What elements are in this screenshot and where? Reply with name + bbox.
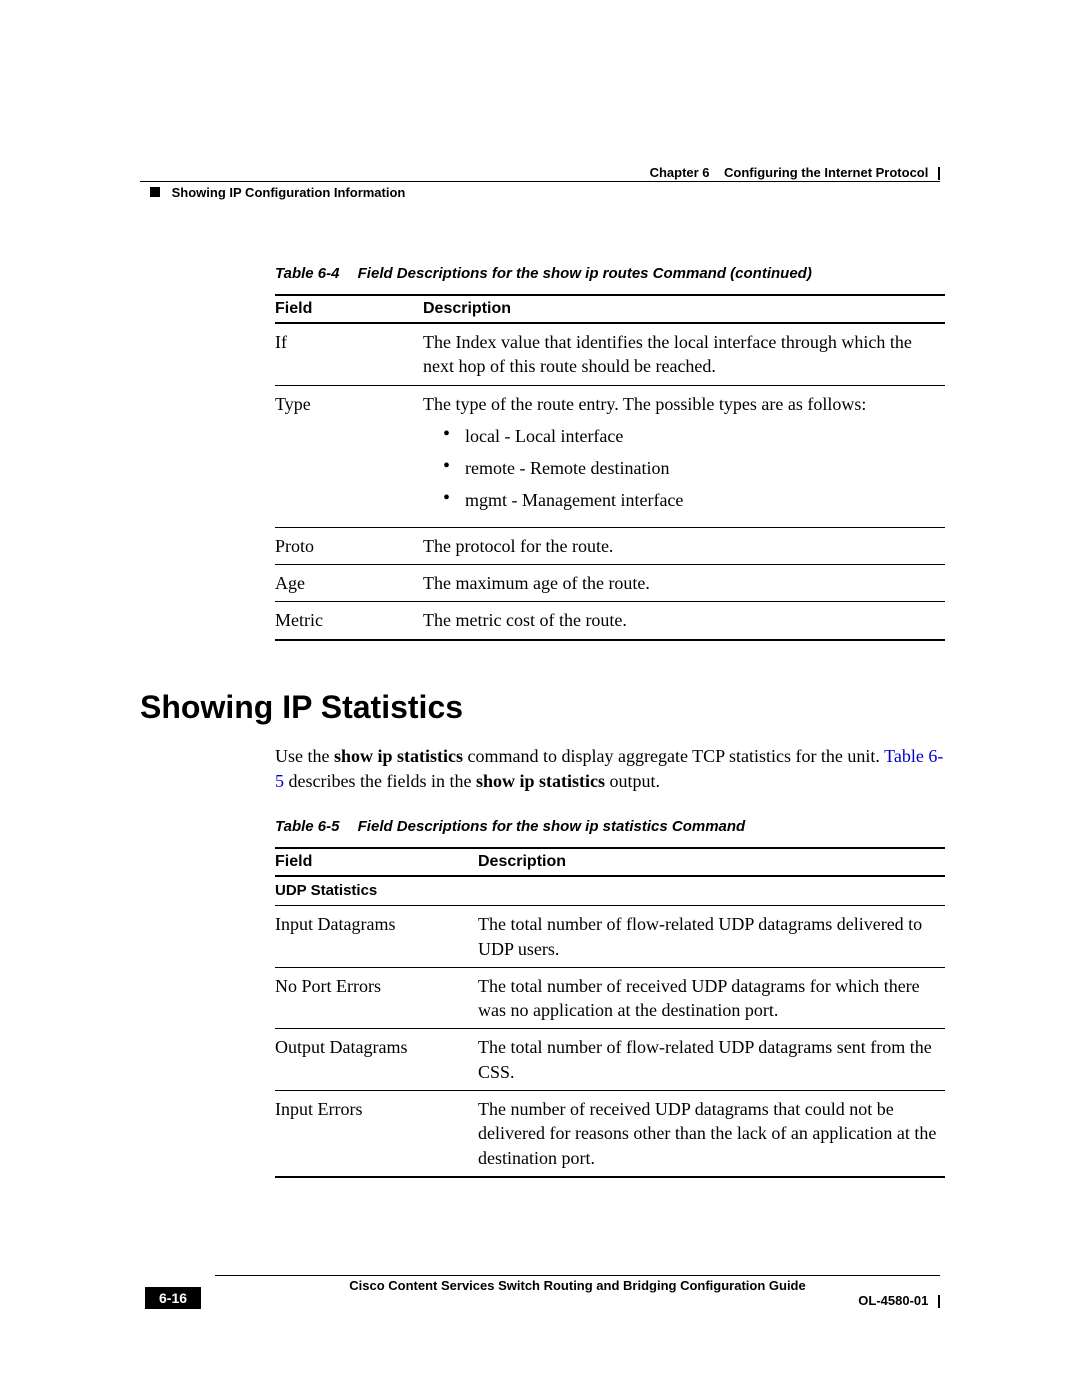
field-cell: Proto [275,527,423,564]
footer-rule [215,1275,940,1276]
section-title: Showing IP Configuration Information [172,185,406,200]
table-row: If The Index value that identifies the l… [275,323,945,385]
table-row: Age The maximum age of the route. [275,565,945,602]
field-cell: If [275,323,423,385]
header-sep-icon [938,167,940,180]
field-cell: Metric [275,602,423,640]
p-bold: show ip statistics [334,746,463,766]
field-cell: Output Datagrams [275,1029,478,1091]
field-cell: No Port Errors [275,967,478,1029]
col-field: Field [275,295,423,323]
table-row: Output Datagrams The total number of flo… [275,1029,945,1091]
section-label: Showing IP Configuration Information [150,185,405,200]
page-content: Chapter 6 Configuring the Internet Proto… [140,165,940,1178]
page-footer: Cisco Content Services Switch Routing an… [140,1275,940,1293]
header-rule [140,181,940,182]
table-row: Input Datagrams The total number of flow… [275,906,945,968]
desc-cell: The metric cost of the route. [423,602,945,640]
list-item: remote - Remote destination [443,456,937,480]
table-header-row: Field Description [275,848,945,876]
field-cell: Input Datagrams [275,906,478,968]
chapter-num: Chapter 6 [650,165,710,180]
table-row: Type The type of the route entry. The po… [275,385,945,527]
field-cell: Type [275,385,423,527]
table-row: Proto The protocol for the route. [275,527,945,564]
col-desc: Description [423,295,945,323]
table1-num: Table 6-4 [275,265,339,282]
desc-cell: The total number of flow-related UDP dat… [478,1029,945,1091]
square-icon [150,187,160,197]
table2-num: Table 6-5 [275,818,339,835]
list-item: local - Local interface [443,424,937,448]
p-bold: show ip statistics [476,771,605,791]
col-field: Field [275,848,478,876]
table1-caption: Table 6-4 Field Descriptions for the sho… [275,265,940,282]
col-desc: Description [478,848,945,876]
section-heading: Showing IP Statistics [140,689,940,726]
intro-paragraph: Use the show ip statistics command to di… [275,744,945,794]
p-text: output. [605,771,660,791]
subhead-cell: UDP Statistics [275,876,945,906]
table1: Field Description If The Index value tha… [275,294,945,641]
p-text: command to display aggregate TCP statist… [463,746,884,766]
table-row: Metric The metric cost of the route. [275,602,945,640]
desc-cell: The maximum age of the route. [423,565,945,602]
table-row: Input Errors The number of received UDP … [275,1091,945,1177]
chapter-title: Configuring the Internet Protocol [724,165,928,180]
type-list: local - Local interface remote - Remote … [423,424,937,513]
field-cell: Input Errors [275,1091,478,1177]
field-cell: Age [275,565,423,602]
p-text: Use the [275,746,334,766]
desc-cell: The type of the route entry. The possibl… [423,385,945,527]
desc-cell: The Index value that identifies the loca… [423,323,945,385]
table-subheader-row: UDP Statistics [275,876,945,906]
desc-cell: The total number of received UDP datagra… [478,967,945,1029]
desc-cell: The number of received UDP datagrams tha… [478,1091,945,1177]
desc-cell: The protocol for the route. [423,527,945,564]
footer-guide-title: Cisco Content Services Switch Routing an… [215,1278,940,1293]
running-header: Chapter 6 Configuring the Internet Proto… [140,165,940,205]
page-number-badge: 6-16 [145,1287,201,1309]
table-header-row: Field Description [275,295,945,323]
table2: Field Description UDP Statistics Input D… [275,847,945,1178]
doc-number: OL-4580-01 [858,1293,940,1308]
doc-number-text: OL-4580-01 [858,1293,928,1308]
chapter-label: Chapter 6 Configuring the Internet Proto… [650,165,940,180]
desc-cell: The total number of flow-related UDP dat… [478,906,945,968]
type-intro: The type of the route entry. The possibl… [423,394,866,414]
table1-title: Field Descriptions for the show ip route… [358,265,812,282]
p-text: describes the fields in the [284,771,476,791]
table2-caption: Table 6-5 Field Descriptions for the sho… [275,818,940,835]
footer-sep-icon [938,1295,940,1308]
table-row: No Port Errors The total number of recei… [275,967,945,1029]
table2-title: Field Descriptions for the show ip stati… [358,818,746,835]
list-item: mgmt - Management interface [443,488,937,512]
